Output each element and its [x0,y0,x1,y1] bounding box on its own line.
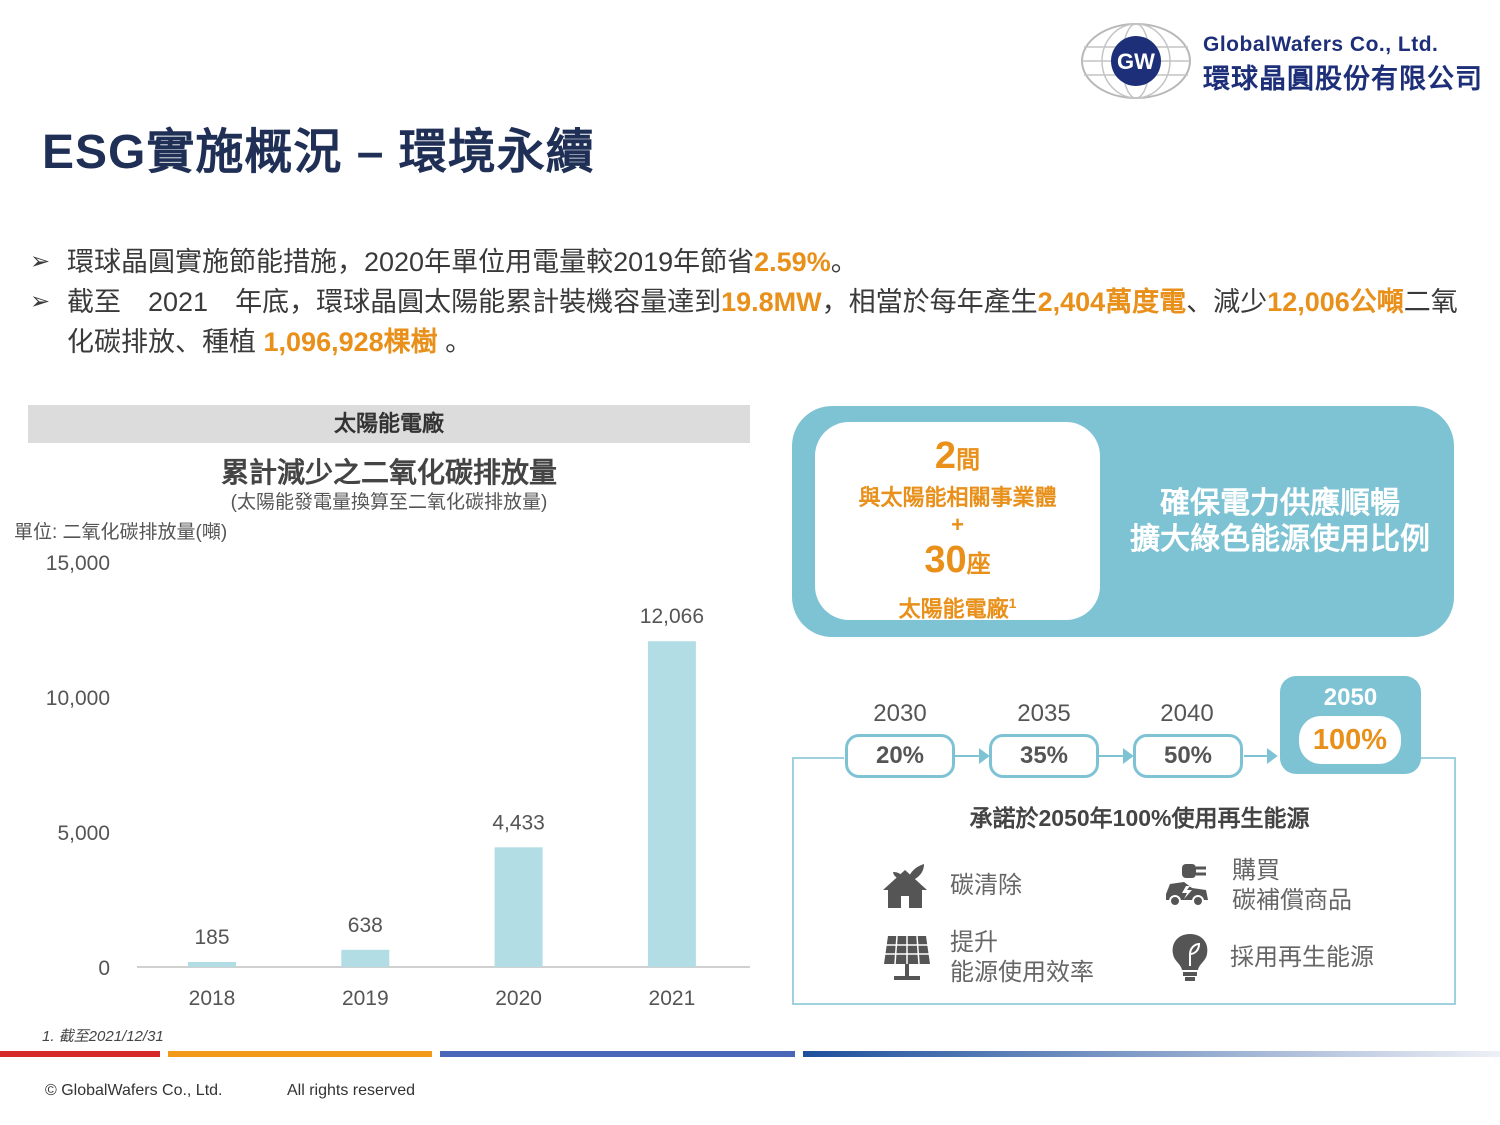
divider [1421,757,1454,759]
data-label: 638 [348,914,383,937]
bullet-list: ➢ 環球晶圓實施節能措施，2020年單位用電量較2019年節省2.59%。 ➢ … [30,242,1470,362]
goals-text: 確保電力供應順暢 擴大綠色能源使用比例 [1105,486,1455,558]
data-label: 4,433 [492,811,545,834]
chart-unit-label: 單位: 二氧化碳排放量(噸) [14,522,228,543]
arrow-bullet-icon: ➢ [30,288,51,315]
globalwafers-logo-icon: GW [1081,23,1191,99]
footnote: 1. 截至2021/12/31 [42,1028,164,1045]
chart-section-header: 太陽能電廠 [28,405,750,443]
data-label: 12,066 [640,605,704,628]
bullet-text: ，相當於每年產生 [821,287,1038,317]
y-tick-label: 5,000 [57,822,110,845]
carbon-removal-house-icon [883,864,927,908]
roadmap-target-2030: 20% [845,734,955,778]
bullet-text: 環球晶圓實施節能措施，2020年單位用電量較2019年節省 [67,247,755,277]
green-bulb-icon [1172,934,1208,981]
entity-count: 2 [934,435,957,477]
footer-bar-orange [168,1051,432,1057]
highlight-capacity: 19.8MW [721,287,822,317]
plant-count-unit: 座 [966,551,991,578]
commitment-heading: 承諾於2050年100%使用再生能源 [969,805,1310,831]
goal-line: 確保電力供應順暢 [1160,487,1400,520]
bullet-text: 二氧化碳排放、種植 [67,287,1458,357]
plant-label: 太陽能電廠 [898,596,1009,622]
bar [647,641,696,967]
action-text: 購買 [1232,857,1280,884]
y-tick-label: 0 [98,957,110,980]
bullet-item: ➢ 環球晶圓實施節能措施，2020年單位用電量較2019年節省2.59%。 [30,242,1470,282]
divider [792,757,844,759]
bar [188,962,236,967]
footer-bar-blue [440,1051,795,1057]
highlight-electricity: 2,404萬度電 [1037,287,1187,317]
company-name-en: GlobalWafers Co., Ltd. [1203,33,1439,56]
roadmap-arrows [954,748,1278,764]
y-tick-label: 15,000 [46,552,110,575]
bar [341,949,390,967]
entity-count-unit: 間 [956,447,981,474]
highlight-saving: 2.59% [754,247,831,277]
target-year: 2050 [1323,684,1378,711]
action-text: 提升 [950,929,998,956]
x-tick-label: 2021 [649,987,696,1010]
solar-panel-icon [884,935,930,980]
goal-line: 擴大綠色能源使用比例 [1130,523,1430,556]
highlight-co2: 12,006公噸 [1267,287,1404,317]
roadmap-target-2035: 35% [989,734,1099,778]
x-tick-label: 2020 [495,987,542,1010]
page-title: ESG實施概況 – 環境永續 [42,126,595,179]
ev-charging-car-icon [1166,864,1208,907]
plus-sign: + [951,512,964,537]
entity-label: 與太陽能相關事業體 [858,485,1057,510]
action-renewable: 採用再生能源 [1230,944,1374,971]
co2-bar-chart: 0 5,000 10,000 15,000 185 2018 638 2019 4,433 202… [46,552,750,1010]
x-tick-label: 2018 [189,987,236,1010]
commitment-frame [792,757,1456,1005]
company-name-zh: 環球晶圓股份有限公司 [1203,64,1483,94]
bullet-text: 截至 2021 年底，環球晶圓太陽能累計裝機容量達到 [67,287,722,317]
bullet-text: 、減少 [1186,287,1268,317]
logo-mark: GW [1117,49,1155,74]
roadmap-year: 2035 [1017,700,1071,727]
action-efficiency: 提升 能源使用效率 [950,928,1094,988]
plant-count: 30 [924,539,967,581]
roadmap-year: 2040 [1160,700,1214,727]
bullet-text: 。 [437,327,473,357]
highlight-trees: 1,096,928棵樹 [263,327,438,357]
action-text: 碳補償商品 [1232,887,1352,914]
entity-card: 2間 與太陽能相關事業體 + 30座 太陽能電廠1 [815,422,1100,622]
chart-subtitle: (太陽能發電量換算至二氧化碳排放量) [230,492,548,513]
bullet-text: 。 [830,247,858,277]
rights-reserved: All rights reserved [287,1082,416,1099]
data-label: 185 [194,926,229,949]
footer-bar-gradient [803,1051,1500,1057]
bullet-item: ➢ 截至 2021 年底，環球晶圓太陽能累計裝機容量達到19.8MW，相當於每年… [30,282,1470,362]
target-percent: 100% [1299,716,1401,764]
copyright: © GlobalWafers Co., Ltd. [45,1082,223,1099]
y-tick-label: 10,000 [46,687,110,710]
arrow-bullet-icon: ➢ [30,248,51,275]
footnote-marker: 1 [1008,595,1017,611]
footer-bar-red [0,1051,160,1057]
action-purchase-offsets: 購買 碳補償商品 [1232,856,1352,916]
action-carbon-removal: 碳清除 [950,872,1022,899]
action-text: 能源使用效率 [950,959,1094,986]
roadmap-year: 2030 [873,700,927,727]
chart-title: 累計減少之二氧化碳排放量 [220,457,557,488]
x-tick-label: 2019 [342,987,389,1010]
bar [494,847,543,967]
roadmap-target-2040: 50% [1133,734,1243,778]
